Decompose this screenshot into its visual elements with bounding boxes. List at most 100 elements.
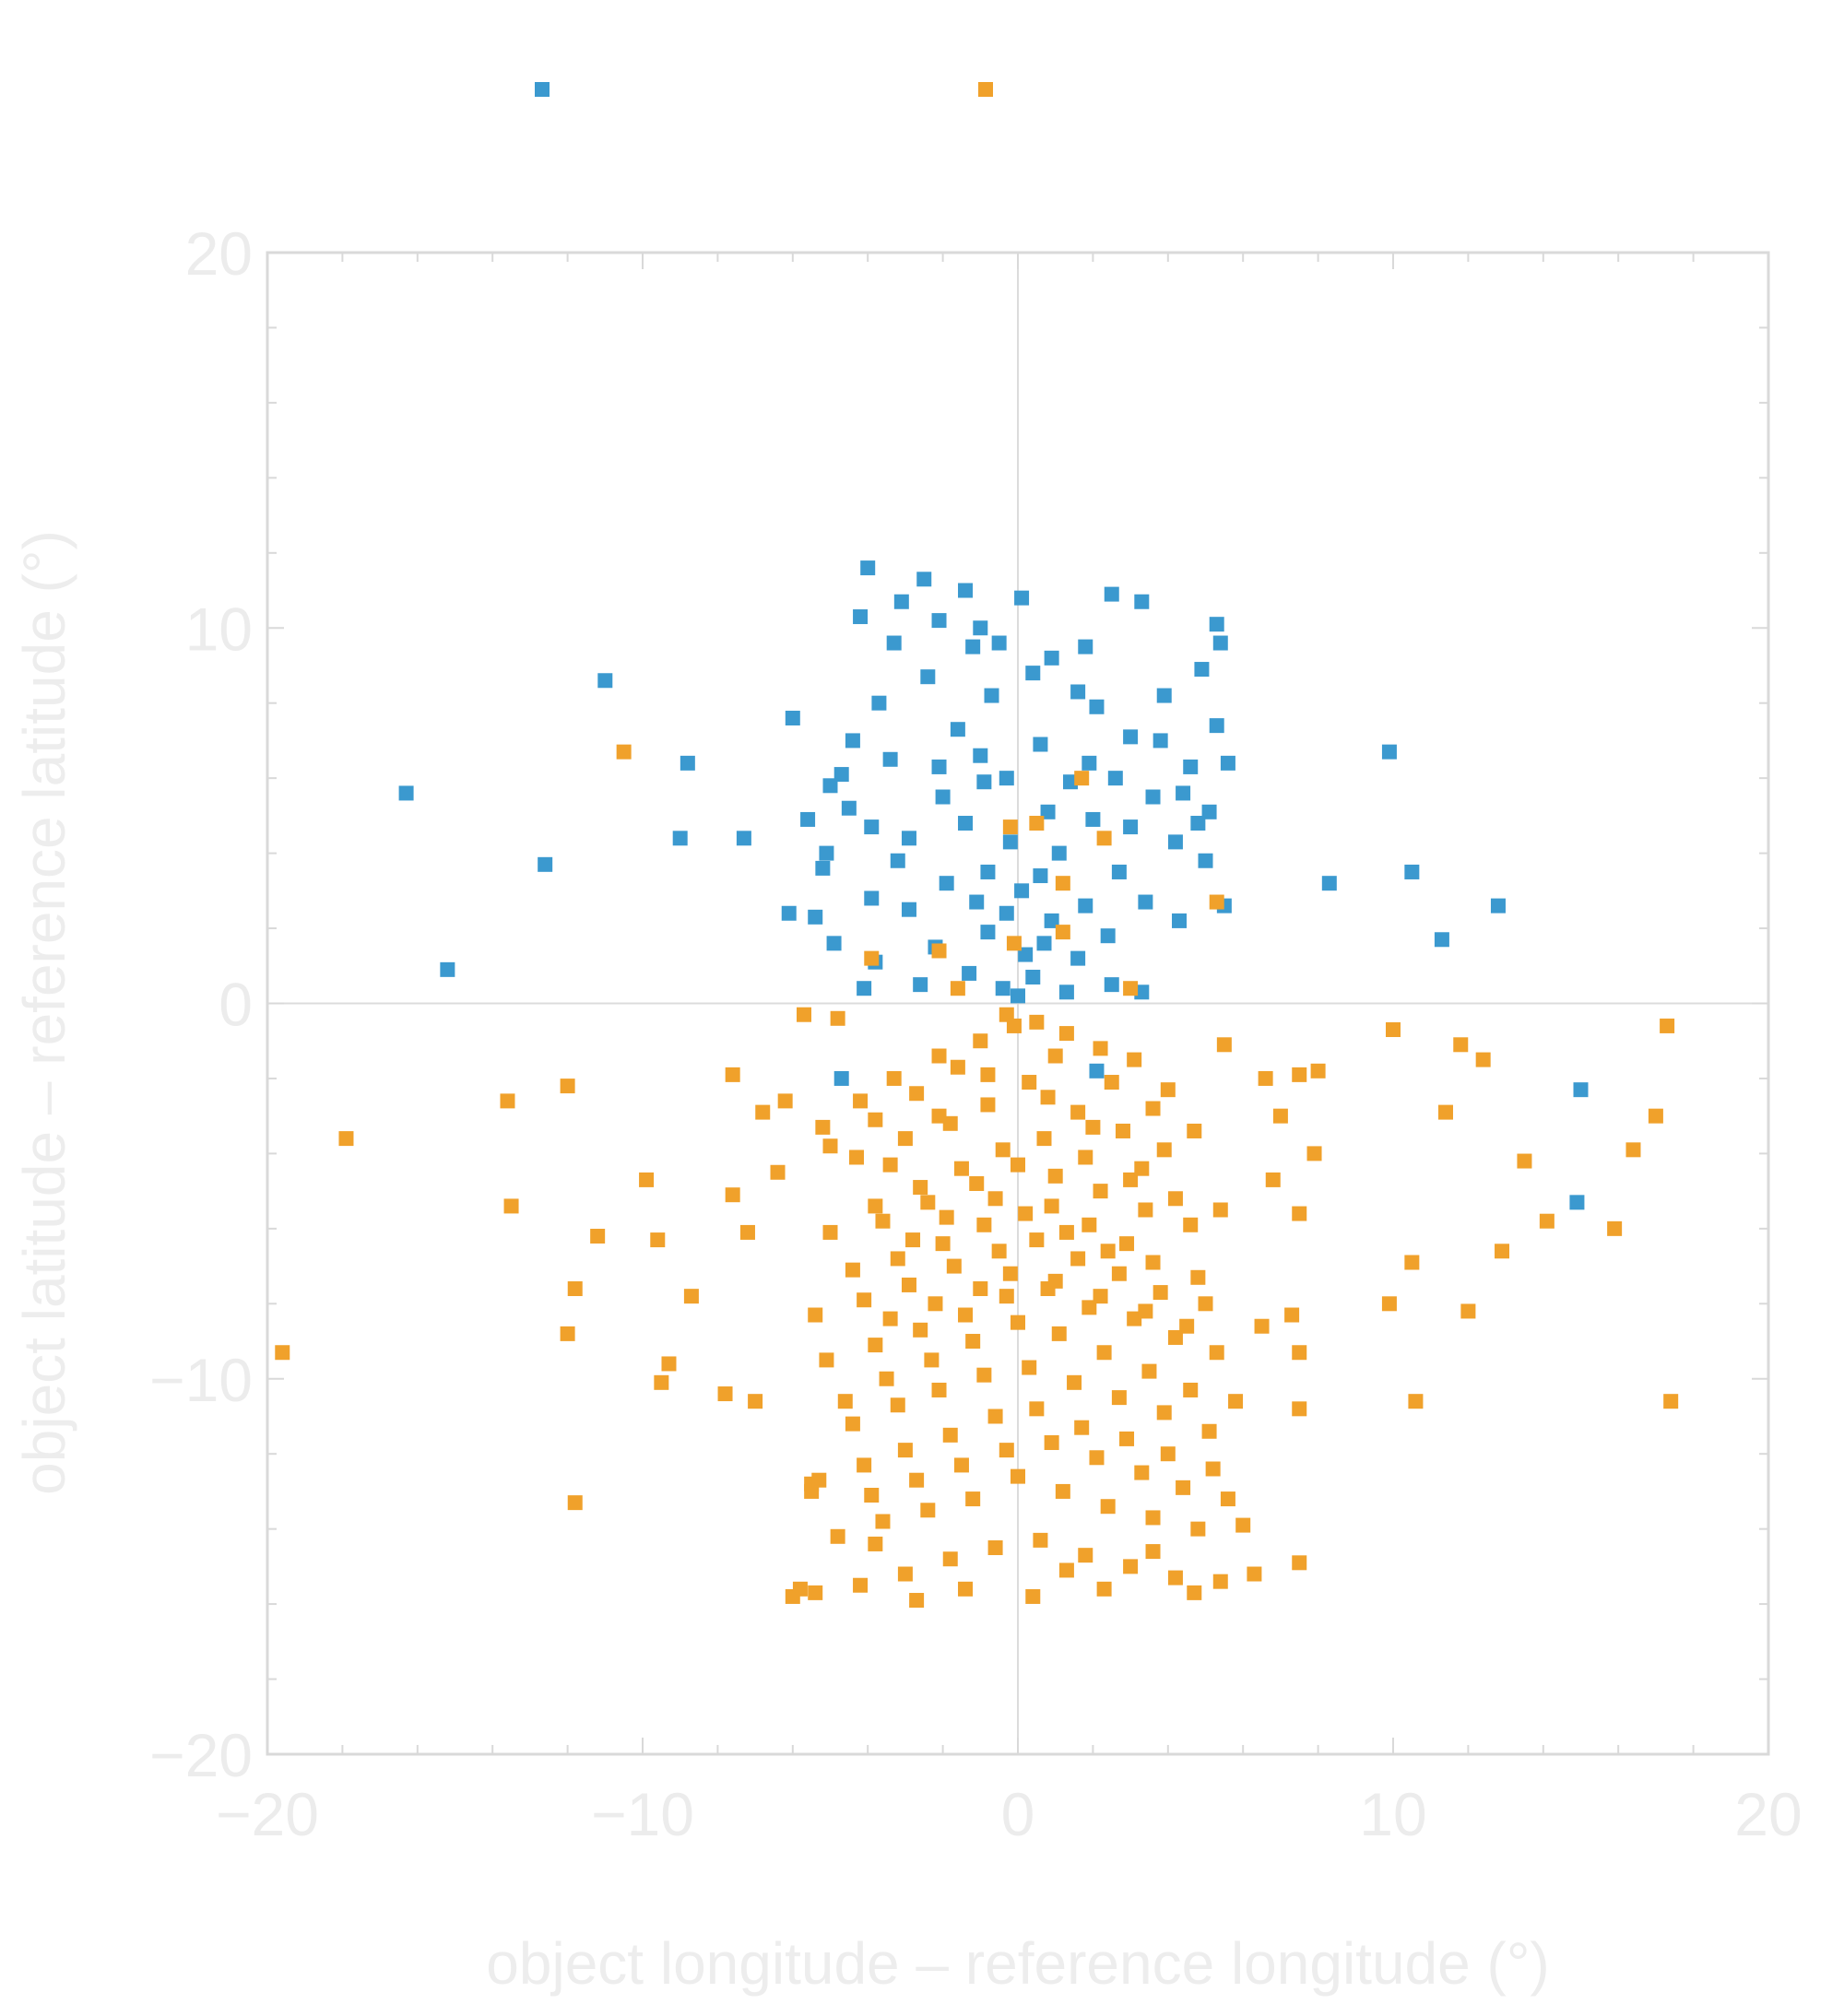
data-point-series-2 [1258, 1070, 1273, 1086]
data-point-series-2 [1205, 1461, 1221, 1477]
data-point-series-2 [770, 1164, 786, 1180]
data-point-series-2 [1141, 1363, 1157, 1379]
data-point-series-2 [864, 950, 880, 966]
data-point-series-1 [1100, 928, 1116, 944]
x-axis-title: object longitude – reference longitude (… [486, 1930, 1549, 1997]
data-point-series-1 [931, 613, 947, 629]
x-tick-label: 20 [1734, 1780, 1802, 1848]
data-point-series-1 [958, 816, 974, 831]
data-point-series-2 [1029, 1014, 1045, 1030]
tick-labels: −20 −10 0 10 20 −20 −10 0 10 20 [149, 219, 1803, 1848]
data-point-series-1 [1058, 984, 1074, 1000]
data-point-series-1 [965, 639, 981, 654]
data-point-series-2 [1539, 1213, 1554, 1229]
data-point-series-2 [725, 1187, 740, 1203]
data-point-series-1 [1176, 785, 1191, 801]
data-point-series-2 [1145, 1101, 1161, 1116]
data-point-series-2 [965, 1491, 981, 1507]
data-point-series-2 [958, 1307, 974, 1323]
data-point-series-2 [897, 1131, 913, 1147]
data-point-series-2 [1047, 1168, 1063, 1184]
data-point-series-2 [953, 1161, 969, 1176]
data-point-series-2 [717, 1386, 733, 1402]
data-point-series-2 [1156, 1405, 1172, 1421]
data-point-series-2 [1025, 1588, 1041, 1604]
data-point-series-1 [1212, 635, 1228, 651]
data-point-series-1 [935, 789, 951, 805]
data-point-series-2 [1078, 1149, 1093, 1165]
data-point-series-1 [1018, 947, 1034, 962]
data-point-series-2 [1292, 1206, 1307, 1221]
data-point-series-2 [1047, 1273, 1063, 1289]
data-point-series-2 [822, 1224, 838, 1240]
data-point-series-2 [1517, 1153, 1532, 1169]
data-point-series-1 [1183, 759, 1199, 774]
data-point-series-1 [1434, 932, 1449, 948]
data-point-series-1 [980, 925, 996, 940]
data-point-series-1 [1085, 811, 1101, 827]
data-point-series-2 [999, 1007, 1014, 1022]
data-point-series-2 [567, 1281, 583, 1297]
data-point-series-2 [1156, 1142, 1172, 1158]
data-point-series-2 [1036, 1131, 1052, 1147]
x-tick-label: 0 [1001, 1780, 1035, 1848]
data-point-series-1 [1123, 819, 1139, 835]
data-point-series-2 [879, 1371, 894, 1386]
data-point-series-2 [1074, 1420, 1090, 1435]
data-point-series-2 [1209, 1345, 1224, 1361]
data-point-series-2 [1033, 1532, 1048, 1548]
data-point-series-2 [935, 1236, 951, 1252]
data-point-series-2 [1082, 1300, 1097, 1315]
data-point-series-2 [616, 744, 632, 760]
data-point-series-1 [969, 894, 985, 910]
data-point-series-2 [1310, 1063, 1326, 1079]
data-point-series-2 [1078, 1548, 1093, 1563]
data-point-series-2 [976, 1367, 992, 1383]
data-point-series-2 [1040, 1090, 1056, 1105]
data-point-series-2 [1152, 1285, 1168, 1301]
data-point-series-1 [1062, 774, 1078, 790]
data-point-series-2 [1111, 1390, 1127, 1406]
data-point-series-2 [1660, 1018, 1675, 1033]
data-point-series-2 [1123, 981, 1139, 996]
data-point-series-2 [857, 1457, 872, 1473]
data-point-series-1 [916, 572, 932, 587]
data-point-series-1 [1145, 789, 1161, 805]
data-point-series-2 [1123, 1559, 1139, 1574]
data-point-series-2 [1198, 1296, 1213, 1312]
data-point-series-2 [958, 1581, 974, 1597]
data-point-series-2 [882, 1157, 898, 1173]
data-point-series-1 [1025, 666, 1041, 681]
data-point-series-2 [1022, 1360, 1037, 1375]
data-point-series-1 [950, 722, 965, 737]
data-point-series-2 [1127, 1052, 1142, 1067]
x-tick-label: −20 [216, 1780, 319, 1848]
data-point-series-1 [1078, 639, 1093, 654]
data-point-series-2 [590, 1228, 606, 1244]
data-point-series-1 [1138, 894, 1153, 910]
data-point-series-1 [984, 688, 999, 703]
data-point-series-2 [560, 1079, 575, 1094]
data-point-series-2 [1145, 1255, 1161, 1270]
data-point-series-1 [958, 583, 974, 598]
data-point-series-2 [1254, 1318, 1270, 1334]
data-point-series-2 [797, 1007, 812, 1022]
data-point-series-1 [680, 755, 695, 771]
data-point-series-2 [848, 1149, 864, 1165]
data-point-series-2 [1306, 1146, 1322, 1161]
data-point-series-1 [1025, 969, 1041, 984]
data-point-series-2 [999, 1443, 1014, 1458]
data-point-series-1 [882, 751, 898, 767]
data-point-series-1 [822, 778, 838, 794]
data-point-series-1 [1573, 1082, 1589, 1098]
data-point-series-2 [942, 1115, 958, 1131]
data-point-series-1 [1152, 733, 1168, 749]
data-point-series-1 [1194, 662, 1210, 678]
data-point-series-2 [1070, 1104, 1086, 1120]
data-point-series-2 [928, 1296, 943, 1312]
data-point-series-2 [1119, 1431, 1135, 1446]
data-point-series-2 [1096, 831, 1112, 846]
data-point-series-2 [1625, 1142, 1641, 1158]
data-point-series-2 [1190, 1269, 1206, 1285]
data-point-series-2 [1100, 1499, 1116, 1515]
